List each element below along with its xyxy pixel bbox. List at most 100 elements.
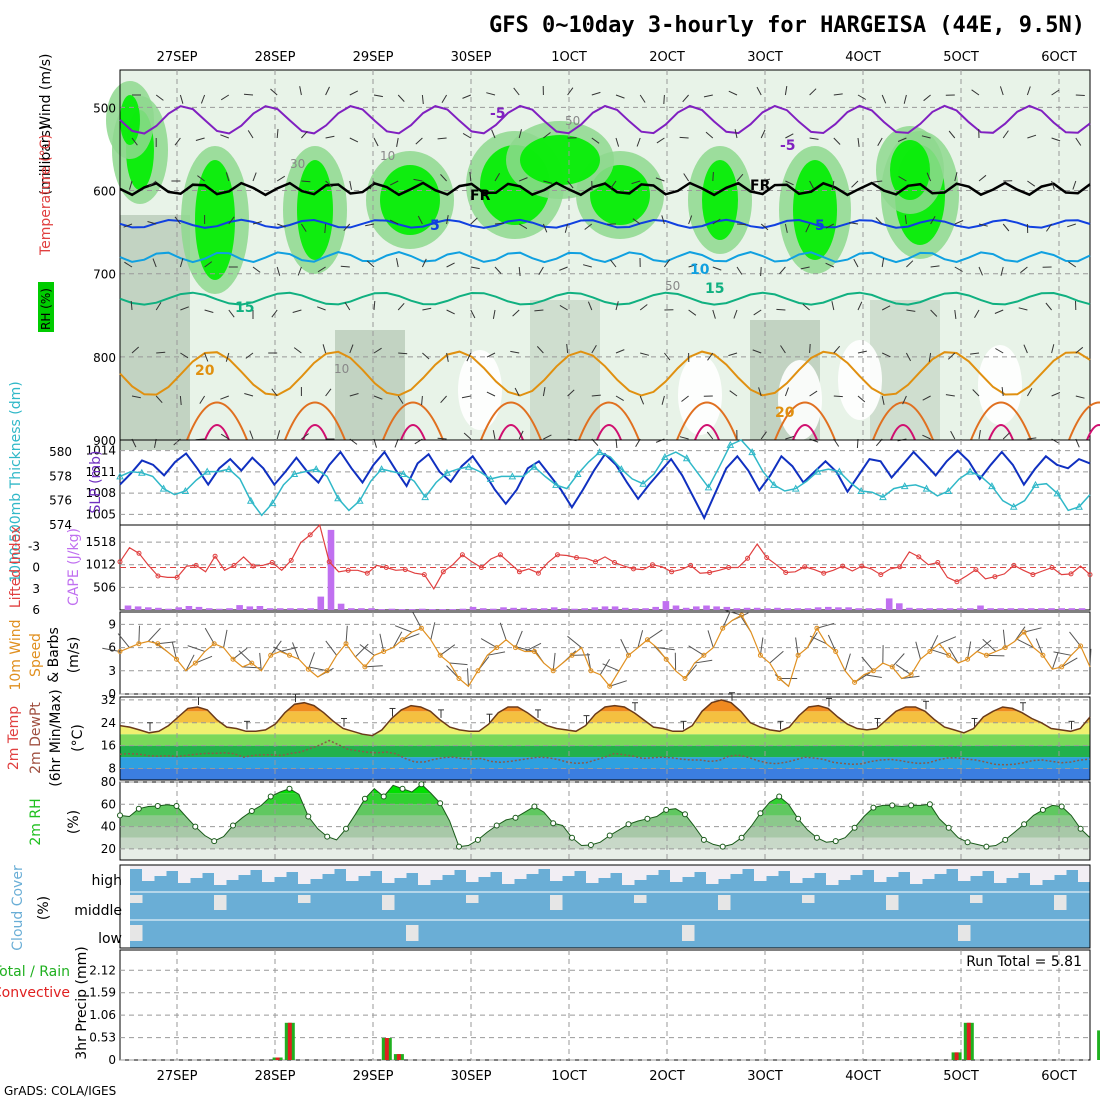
contour-label: 10 [690,262,710,278]
wind-barb [466,352,472,362]
lifted-index-marker [1087,572,1093,578]
wind-barb [707,352,714,361]
wind-barb [398,352,408,355]
wind-barb [421,94,424,105]
rh-marker [625,821,632,828]
cloud-high-clear [454,865,467,870]
temp-color-band [120,699,1090,712]
wind-barb [663,94,665,105]
wind-barb [542,387,546,397]
precip-convective-bar [275,1057,280,1060]
cloud-high-clear [466,865,479,882]
wind-barb [297,266,302,276]
thickness-marker [421,493,430,501]
thickness-marker [704,483,713,491]
wind-barb [922,395,931,401]
wind-barb [369,180,375,190]
wind-tick: 6 [108,641,116,655]
cape-bar [1068,608,1076,610]
wind-speed-marker [117,649,123,654]
wind-barb [518,430,524,440]
cloud-high-clear [730,865,743,874]
cloud-high-clear [430,865,443,880]
wind-barb [171,641,177,660]
wind-barb [470,309,476,319]
thickness-tick: 580 [49,445,72,459]
cloud-middle-clear [550,895,563,910]
cloud-high-clear [274,865,287,877]
rh-moist-core [120,95,140,145]
wind-barb [195,137,205,141]
wind-barb [703,94,713,98]
wind-y-label-a-segment: 10m Wind [8,619,24,690]
isotherm-30-arc [890,424,916,441]
thickness-marker [617,465,626,473]
lifted-index-marker [783,570,789,575]
thickness-marker [922,484,931,492]
cloud-high-clear [490,865,503,872]
wind-barb [954,220,964,225]
wind-barb [637,630,644,648]
wind-barb [365,223,375,227]
wind-barb [615,94,625,99]
wind-barb [252,221,262,225]
wind-barb [518,223,528,230]
wind-barb [271,388,278,397]
cloud-high-clear [634,865,647,880]
cloud-high-clear [850,865,863,875]
wind-barb [199,395,206,404]
cape-bar [327,529,335,610]
rh-moist-core [702,160,738,240]
cape-bar [388,608,396,610]
cape-bar [479,608,487,610]
thickness-marker [1009,502,1018,510]
wind-barb [582,264,592,268]
thickness-marker [966,467,974,475]
isotherm-15 [119,291,1091,306]
wind-barb [779,266,786,275]
slp-tick: 1008 [85,486,116,500]
precip-tick: 0.53 [89,1031,116,1045]
wind-speed-marker [1002,645,1008,651]
cloud-high-clear [190,865,203,878]
cloud-high-clear [202,865,215,873]
wind-barb [373,347,382,354]
rh-moist-core [793,160,837,260]
wind-barb [656,137,665,144]
rh-marker [926,801,933,808]
wind-barb [1020,266,1028,274]
slp-thickness-panel: 574 576 578 580 1005 1008 1011 1014 1000-500mb T… [8,381,1091,583]
wind-barb [1051,652,1059,670]
lifted-index-marker [726,565,732,570]
cape-y-label-segment: CAPE (J/kg) [66,528,82,606]
rh-marker [1021,821,1028,828]
wind-barb [639,395,645,405]
cape-bar [622,607,629,610]
cloud-middle-clear [634,895,647,903]
thickness-marker [116,472,124,480]
cape-bar [439,609,446,610]
wind-barb [784,223,788,233]
lifted-index-marker [840,563,846,569]
wind-speed-marker [155,641,161,647]
cape-bar [1078,608,1086,610]
rh-marker [776,793,783,800]
cape-bar [1027,608,1035,610]
wind-barb [220,94,230,101]
cloud-high-clear [790,865,803,883]
cape-bar [723,606,731,610]
wind-barb [759,637,764,656]
cape-bar [956,608,964,610]
lifted-index-marker [345,567,351,573]
date-label-bottom: 28SEP [255,1069,296,1084]
cape-bar [276,608,284,610]
lifted-index-marker [650,562,655,568]
lifted-index-marker [555,552,560,558]
wind-barb [187,645,205,652]
wind-barb [930,265,940,268]
wind-barb [415,137,423,145]
rh-marker [192,823,199,830]
cloud-high-clear [982,865,995,871]
wind-barb [174,216,181,225]
contour-label: 15 [235,300,254,316]
